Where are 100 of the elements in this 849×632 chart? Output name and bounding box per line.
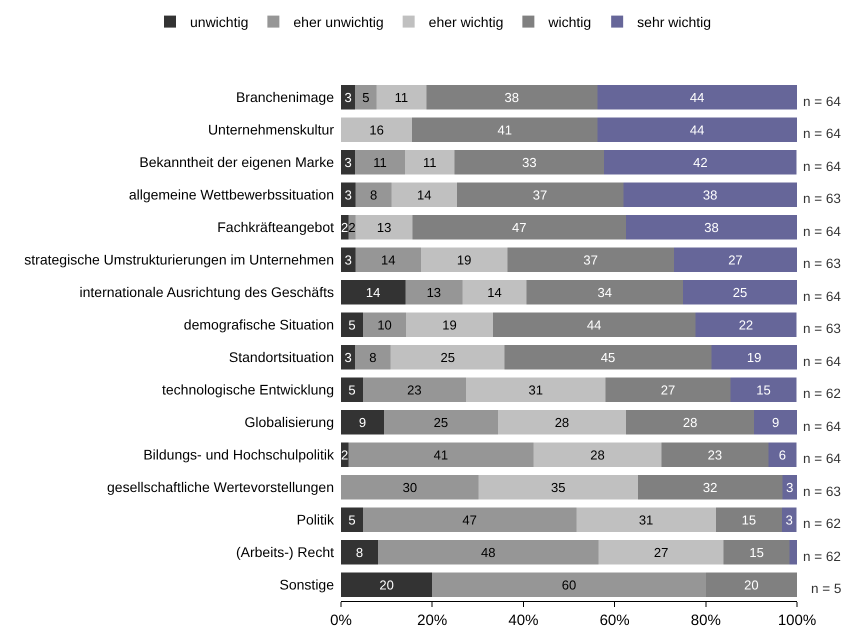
bar xyxy=(456,182,624,207)
text: n = 64 xyxy=(803,354,842,369)
data-label: 48 xyxy=(481,544,496,560)
data-label: 10 xyxy=(377,317,392,332)
bar xyxy=(341,345,356,370)
bar xyxy=(376,85,426,110)
bar xyxy=(504,345,712,370)
text: n = 62 xyxy=(803,516,841,531)
x-tick-label: 0% xyxy=(330,612,352,629)
bar xyxy=(623,182,797,207)
data-label: 3 xyxy=(344,350,352,365)
data-label: 31 xyxy=(638,512,654,528)
bar xyxy=(790,540,797,564)
bar xyxy=(662,442,768,467)
bar xyxy=(341,280,406,304)
text: n = 63 xyxy=(803,321,841,336)
legend-label: wichtig xyxy=(547,14,592,30)
bar xyxy=(683,280,797,304)
text: n = 63 xyxy=(803,256,841,271)
data-label: 3 xyxy=(786,512,793,528)
text: n = 63 xyxy=(803,191,841,206)
x-tick-label: 20% xyxy=(417,612,448,629)
x-tick-label: 60% xyxy=(600,612,630,629)
data-label: 3 xyxy=(344,154,352,170)
y-tick-label: Unternehmenskultur xyxy=(208,122,334,138)
text: n = 62 xyxy=(803,386,841,401)
bar xyxy=(412,118,598,142)
data-label: 5 xyxy=(362,90,370,105)
bar xyxy=(626,215,797,240)
bar xyxy=(426,85,598,110)
data-label: 25 xyxy=(440,350,455,365)
y-tick-label: Fachkräfteangebot xyxy=(217,219,334,236)
bar xyxy=(454,150,604,174)
data-label: 3 xyxy=(344,252,352,268)
data-label: 2 xyxy=(341,220,348,235)
data-label: 45 xyxy=(600,350,616,365)
x-tick-label: 40% xyxy=(508,612,538,629)
bar xyxy=(724,540,790,564)
data-label: 44 xyxy=(690,90,704,105)
bar xyxy=(674,248,797,272)
data-label: 11 xyxy=(373,154,387,170)
bar xyxy=(355,345,391,370)
data-label: 14 xyxy=(366,284,380,300)
data-label: 9 xyxy=(772,414,780,430)
bar xyxy=(341,475,479,500)
y-tick-label: (Arbeits-) Recht xyxy=(236,544,334,560)
data-label: 2 xyxy=(341,447,348,462)
data-label: 47 xyxy=(512,220,527,235)
bar xyxy=(405,280,462,304)
data-label: 6 xyxy=(778,447,786,462)
data-label: 14 xyxy=(416,187,432,202)
bar xyxy=(390,345,505,370)
bar xyxy=(626,410,754,434)
data-label: 25 xyxy=(434,414,448,430)
data-label: 35 xyxy=(551,480,566,495)
bar xyxy=(432,572,706,597)
y-tick-label: gesellschaftliche Wertevorstellungen xyxy=(107,479,334,496)
text: n = 64 xyxy=(803,94,842,109)
data-label: 28 xyxy=(682,414,698,430)
bar xyxy=(782,475,797,500)
bar xyxy=(362,378,466,402)
bar xyxy=(420,248,508,272)
data-label: 37 xyxy=(583,252,598,268)
bar xyxy=(341,85,356,110)
data-label: 22 xyxy=(738,317,754,332)
bar xyxy=(356,248,421,272)
bar xyxy=(695,312,797,337)
data-label: 5 xyxy=(348,512,356,528)
data-label: 33 xyxy=(522,154,537,170)
bar xyxy=(754,410,797,434)
bar xyxy=(406,312,493,337)
y-tick-label: Standortsituation xyxy=(228,349,334,366)
bar xyxy=(716,508,782,532)
bar xyxy=(341,378,363,402)
data-label: 9 xyxy=(358,414,366,430)
bar xyxy=(341,118,412,142)
text: n = 64 xyxy=(803,289,842,304)
bar xyxy=(356,182,392,207)
text: n = 64 xyxy=(803,159,842,174)
data-label: 44 xyxy=(690,122,704,138)
data-label: 8 xyxy=(356,544,364,560)
x-tick-label: 100% xyxy=(778,612,816,629)
y-tick-label: Politik xyxy=(296,512,335,528)
data-label: 23 xyxy=(407,382,422,398)
data-label: 38 xyxy=(702,187,718,202)
data-label: 60 xyxy=(562,577,576,592)
bar xyxy=(341,410,384,434)
data-label: 15 xyxy=(756,382,771,398)
data-label: 41 xyxy=(497,122,512,138)
bar xyxy=(356,215,413,240)
y-tick-label: strategische Umstrukturierungen im Unternehmen xyxy=(24,252,334,268)
data-label: 44 xyxy=(586,317,602,332)
y-tick-label: Bekanntheit der eigenen Marke xyxy=(139,154,334,170)
data-label: 20 xyxy=(379,577,394,592)
text: n = 63 xyxy=(803,484,841,499)
y-tick-label: Globalisierung xyxy=(244,414,334,430)
data-label: 47 xyxy=(462,512,477,528)
bar xyxy=(706,572,797,597)
data-label: 14 xyxy=(380,252,396,268)
data-label: 13 xyxy=(426,284,442,300)
